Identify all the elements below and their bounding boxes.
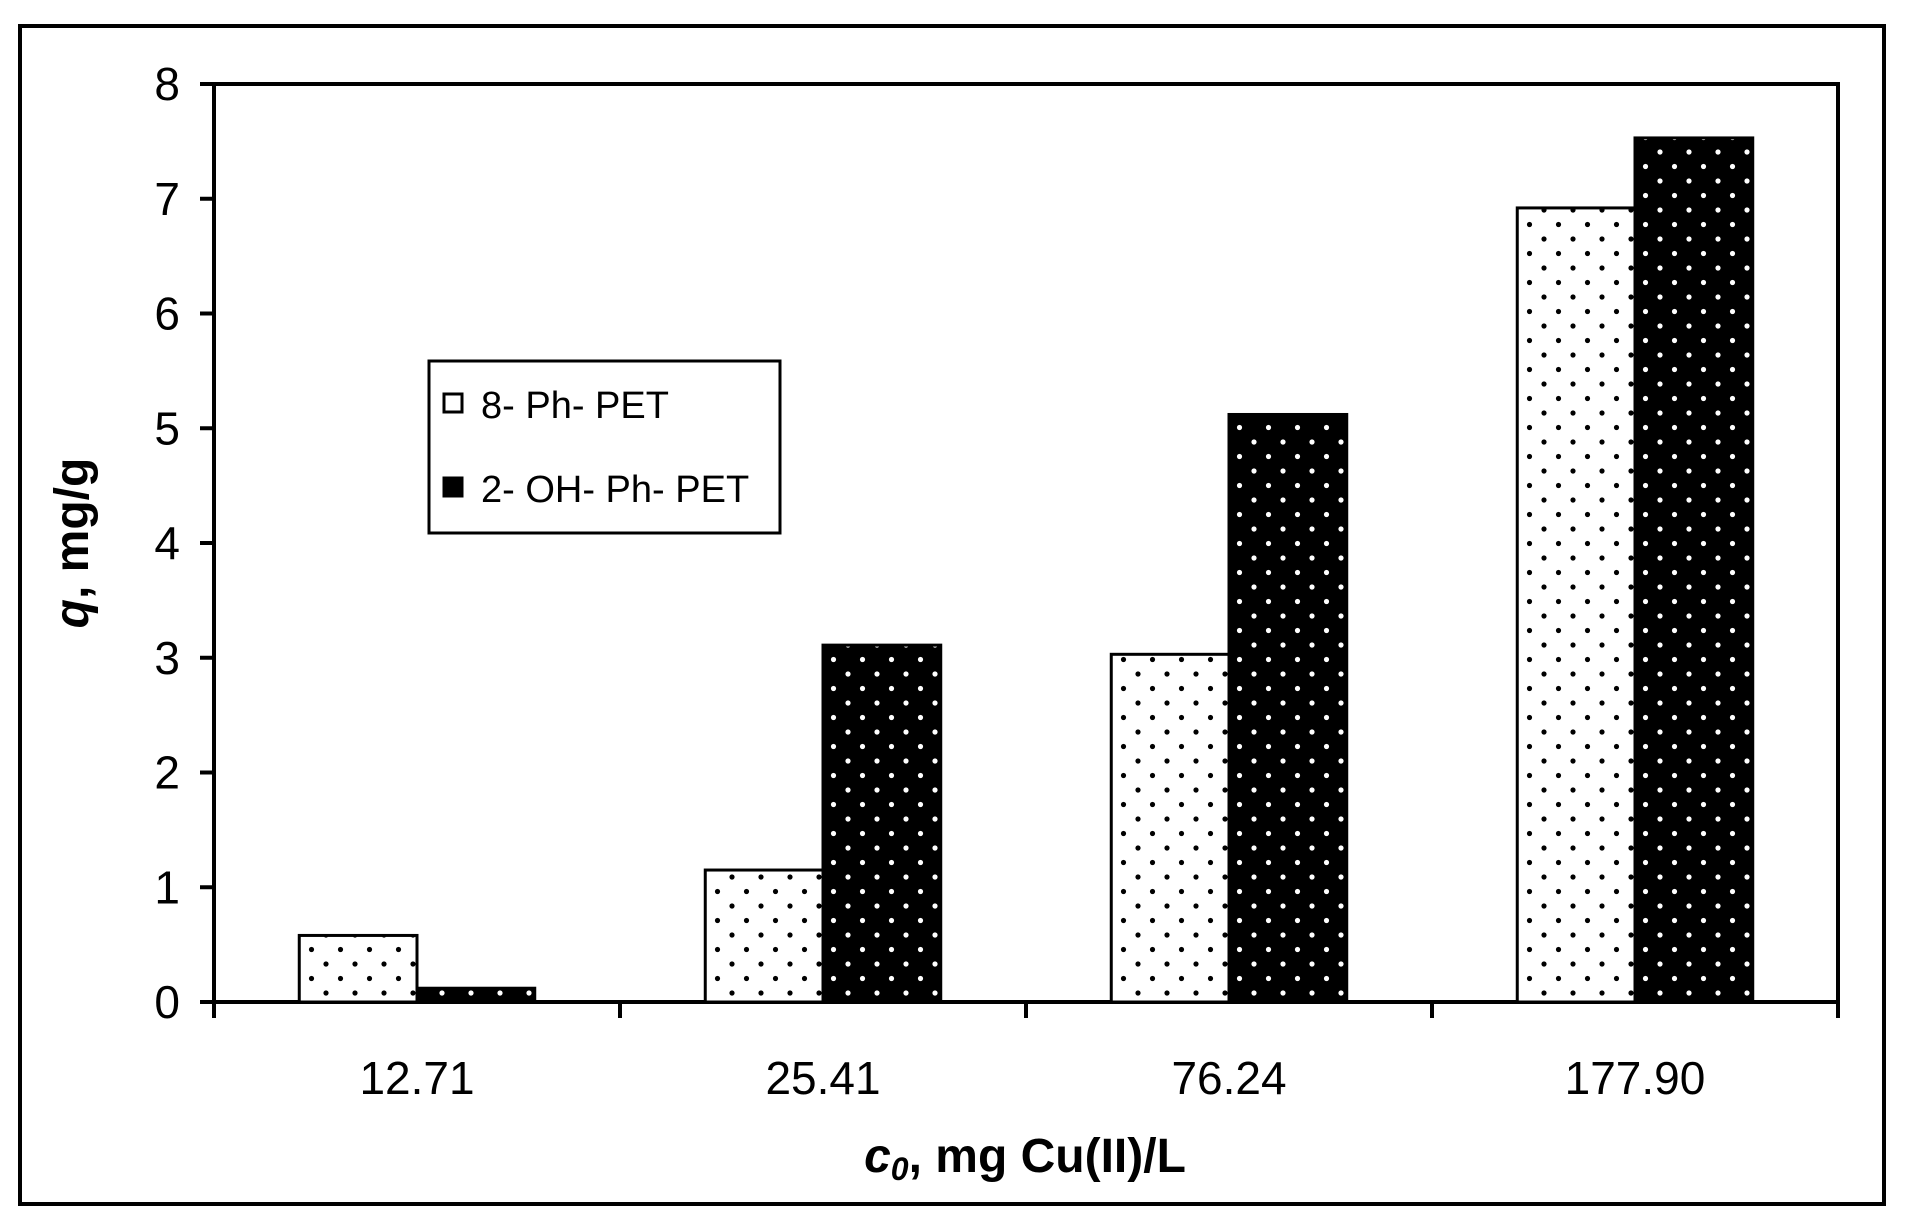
x-axis-var: c	[864, 1130, 891, 1183]
x-axis-subscript: 0	[891, 1151, 909, 1187]
bar-2-oh-ph-pet	[1633, 136, 1755, 1004]
y-tick-label: 8	[154, 58, 180, 110]
y-tick-label: 0	[154, 976, 180, 1028]
y-tick-label: 5	[154, 402, 180, 454]
x-axis: 12.71 25.41 76.24 177.90	[212, 1002, 1840, 1104]
y-tick-label: 6	[154, 288, 180, 340]
y-tick-label: 4	[154, 517, 180, 569]
y-axis-var: q	[46, 599, 99, 628]
y-tick-label: 7	[154, 173, 180, 225]
figure-frame	[18, 24, 1886, 1206]
legend-swatch-2-oh-ph-pet	[442, 476, 464, 498]
x-tick-label: 25.41	[765, 1052, 880, 1104]
x-tick-label: 177.90	[1565, 1052, 1706, 1104]
legend-swatch-8-ph-pet	[442, 392, 464, 414]
bar-2-oh-ph-pet	[415, 986, 537, 1004]
x-axis-title: c0, mg Cu(II)/L	[864, 1130, 1186, 1187]
bar-8-ph-pet	[1109, 652, 1231, 1004]
bar-2-oh-ph-pet	[821, 643, 943, 1004]
y-axis-title: q, mg/g	[46, 458, 99, 629]
y-tick-label: 1	[154, 861, 180, 913]
x-axis-unit: , mg Cu(II)/L	[909, 1130, 1186, 1183]
y-axis-unit: , mg/g	[46, 458, 99, 599]
bar-8-ph-pet	[1515, 206, 1637, 1004]
x-tick-label: 12.71	[359, 1052, 474, 1104]
x-tick-label: 76.24	[1171, 1052, 1286, 1104]
y-tick-label: 2	[154, 747, 180, 799]
bars-group	[297, 136, 1755, 1004]
legend-label-2-oh-ph-pet: 2- OH- Ph- PET	[481, 469, 749, 511]
y-tick-label: 3	[154, 632, 180, 684]
y-axis: 0 1 2 3 4 5 6 7 8	[154, 58, 214, 1028]
bar-8-ph-pet	[703, 868, 825, 1004]
legend: 8- Ph- PET 2- OH- Ph- PET	[427, 359, 782, 535]
legend-label-8-ph-pet: 8- Ph- PET	[481, 385, 669, 427]
legend-box	[427, 359, 782, 535]
bar-2-oh-ph-pet	[1227, 412, 1349, 1004]
bar-8-ph-pet	[297, 933, 419, 1004]
